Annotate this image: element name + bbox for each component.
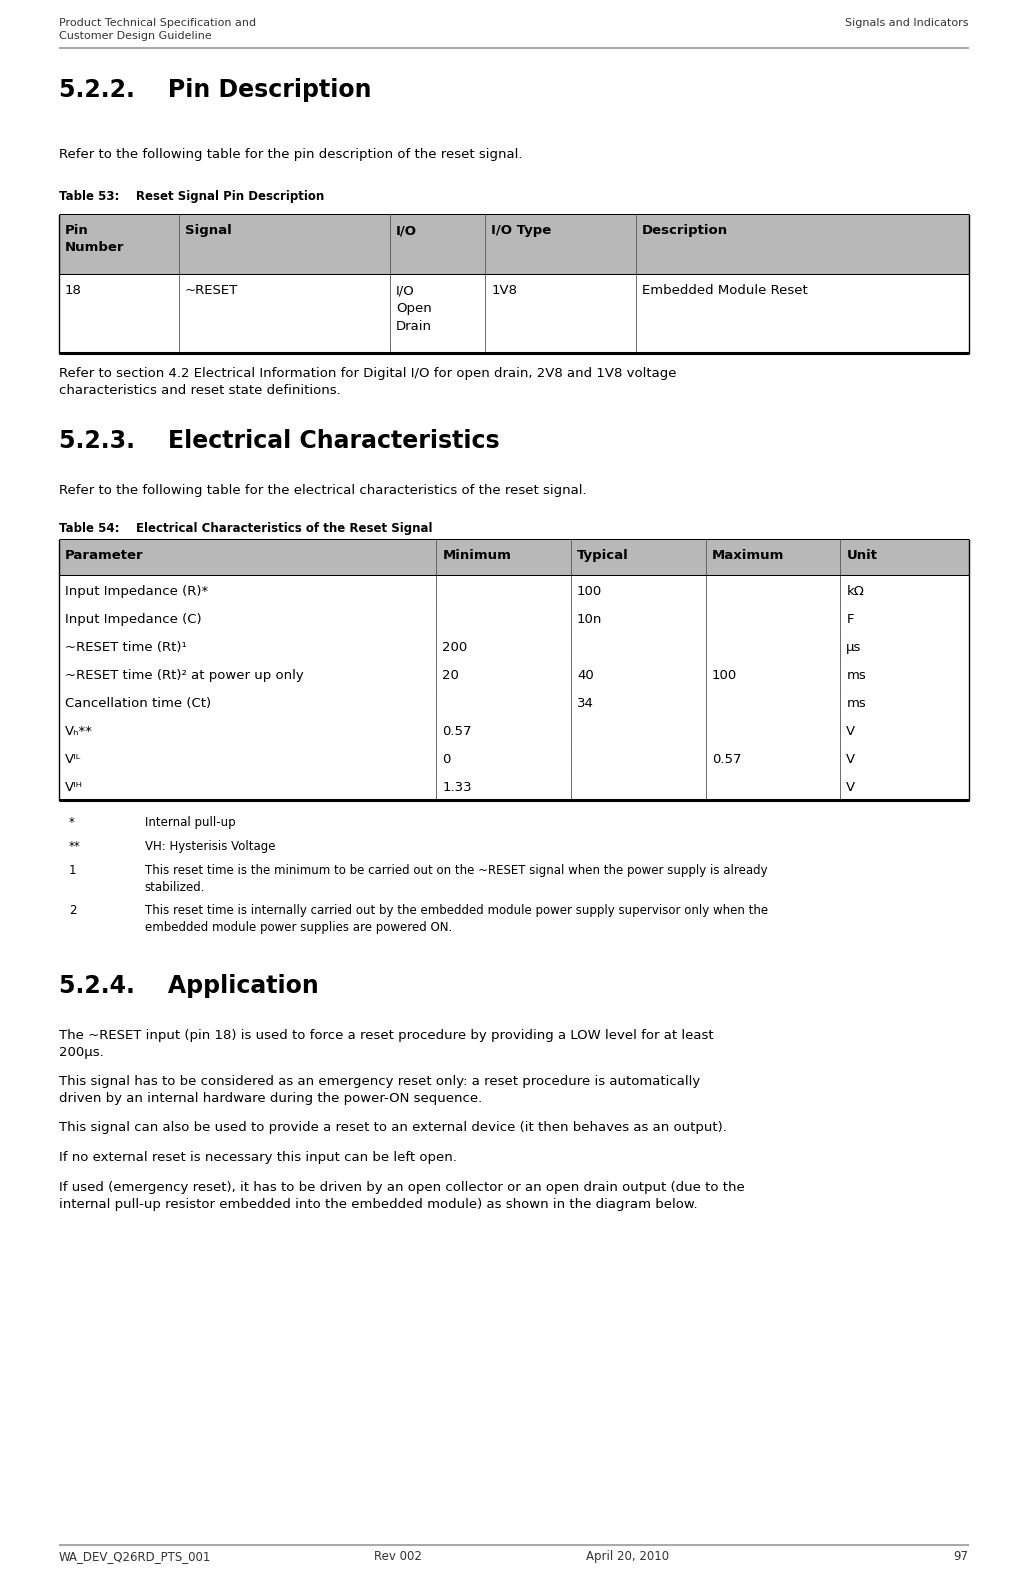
Bar <box>59 605 969 632</box>
Text: The ~RESET input (pin 18) is used to force a reset procedure by providing a LOW : The ~RESET input (pin 18) is used to for… <box>59 1029 714 1059</box>
Bar <box>59 716 969 744</box>
Text: ~RESET: ~RESET <box>185 285 238 298</box>
Text: 97: 97 <box>953 1550 969 1562</box>
Text: Vₕ**: Vₕ** <box>65 725 93 739</box>
Text: I/O: I/O <box>396 225 417 237</box>
Text: ~RESET time (Rt)¹: ~RESET time (Rt)¹ <box>65 641 186 654</box>
Text: This reset time is the minimum to be carried out on the ~RESET signal when the p: This reset time is the minimum to be car… <box>145 864 767 894</box>
Text: ms: ms <box>846 698 866 711</box>
Text: VH: Hysterisis Voltage: VH: Hysterisis Voltage <box>145 841 275 853</box>
Text: Minimum: Minimum <box>442 549 512 562</box>
Text: 200: 200 <box>442 641 467 654</box>
Text: Unit: Unit <box>846 549 878 562</box>
Text: 100: 100 <box>712 670 737 682</box>
Text: 34: 34 <box>577 698 593 711</box>
Text: Parameter: Parameter <box>65 549 144 562</box>
Text: V: V <box>846 782 855 795</box>
Text: Rev 002: Rev 002 <box>374 1550 422 1562</box>
Bar <box>59 773 969 799</box>
Text: Internal pull-up: Internal pull-up <box>145 815 236 829</box>
Text: Refer to the following table for the pin description of the reset signal.: Refer to the following table for the pin… <box>59 147 522 161</box>
Text: 5.2.4.    Application: 5.2.4. Application <box>59 974 318 997</box>
Text: Description: Description <box>642 225 728 237</box>
Bar <box>59 275 969 353</box>
Text: I/O Type: I/O Type <box>491 225 552 237</box>
Bar <box>59 744 969 773</box>
Text: µs: µs <box>846 641 861 654</box>
Text: This reset time is internally carried out by the embedded module power supply su: This reset time is internally carried ou… <box>145 904 767 934</box>
Text: Typical: Typical <box>577 549 629 562</box>
Text: 0: 0 <box>442 754 451 766</box>
Text: Cancellation time (Ct): Cancellation time (Ct) <box>65 698 211 711</box>
Text: Refer to the following table for the electrical characteristics of the reset sig: Refer to the following table for the ele… <box>59 484 586 497</box>
Bar <box>59 215 969 275</box>
Text: This signal has to be considered as an emergency reset only: a reset procedure i: This signal has to be considered as an e… <box>59 1075 700 1105</box>
Text: Vᴵᴸ: Vᴵᴸ <box>65 754 81 766</box>
Text: 5.2.3.    Electrical Characteristics: 5.2.3. Electrical Characteristics <box>59 429 499 453</box>
Text: Pin
Number: Pin Number <box>65 225 124 255</box>
Text: I/O
Open
Drain: I/O Open Drain <box>396 285 432 334</box>
Text: April 20, 2010: April 20, 2010 <box>586 1550 669 1562</box>
Text: 1V8: 1V8 <box>491 285 518 298</box>
Bar <box>59 660 969 689</box>
Text: Signal: Signal <box>185 225 232 237</box>
Text: 1.33: 1.33 <box>442 782 472 795</box>
Text: **: ** <box>69 841 81 853</box>
Text: Signals and Indicators: Signals and Indicators <box>845 17 969 28</box>
Text: Table 54:    Electrical Characteristics of the Reset Signal: Table 54: Electrical Characteristics of … <box>59 522 432 535</box>
Text: WA_DEV_Q26RD_PTS_001: WA_DEV_Q26RD_PTS_001 <box>59 1550 211 1562</box>
Text: If no external reset is necessary this input can be left open.: If no external reset is necessary this i… <box>59 1151 457 1164</box>
Text: 0.57: 0.57 <box>712 754 741 766</box>
Text: 40: 40 <box>577 670 593 682</box>
Text: 0.57: 0.57 <box>442 725 472 739</box>
Text: 18: 18 <box>65 285 82 298</box>
Text: Product Technical Specification and
Customer Design Guideline: Product Technical Specification and Cust… <box>59 17 256 41</box>
Text: Input Impedance (C): Input Impedance (C) <box>65 614 201 627</box>
Bar <box>59 632 969 660</box>
Text: ms: ms <box>846 670 866 682</box>
Text: Refer to section 4.2 Electrical Information for Digital I/O for open drain, 2V8 : Refer to section 4.2 Electrical Informat… <box>59 367 676 397</box>
Bar <box>59 576 969 605</box>
Text: 5.2.2.    Pin Description: 5.2.2. Pin Description <box>59 78 371 101</box>
Bar <box>59 540 969 576</box>
Text: V: V <box>846 725 855 739</box>
Text: Embedded Module Reset: Embedded Module Reset <box>642 285 808 298</box>
Text: Vᴵᴴ: Vᴵᴴ <box>65 782 83 795</box>
Text: This signal can also be used to provide a reset to an external device (it then b: This signal can also be used to provide … <box>59 1121 727 1133</box>
Text: 10n: 10n <box>577 614 603 627</box>
Text: V: V <box>846 754 855 766</box>
Text: kΩ: kΩ <box>846 586 864 598</box>
Bar <box>59 689 969 716</box>
Text: If used (emergency reset), it has to be driven by an open collector or an open d: If used (emergency reset), it has to be … <box>59 1181 744 1211</box>
Text: Input Impedance (R)*: Input Impedance (R)* <box>65 586 208 598</box>
Text: Maximum: Maximum <box>712 549 784 562</box>
Text: 1: 1 <box>69 864 76 877</box>
Text: ~RESET time (Rt)² at power up only: ~RESET time (Rt)² at power up only <box>65 670 303 682</box>
Text: Table 53:    Reset Signal Pin Description: Table 53: Reset Signal Pin Description <box>59 190 324 203</box>
Text: F: F <box>846 614 854 627</box>
Text: 100: 100 <box>577 586 603 598</box>
Text: *: * <box>69 815 75 829</box>
Text: 20: 20 <box>442 670 459 682</box>
Text: 2: 2 <box>69 904 76 917</box>
